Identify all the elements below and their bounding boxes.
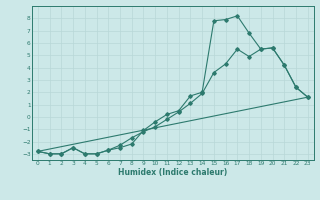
X-axis label: Humidex (Indice chaleur): Humidex (Indice chaleur): [118, 168, 228, 177]
